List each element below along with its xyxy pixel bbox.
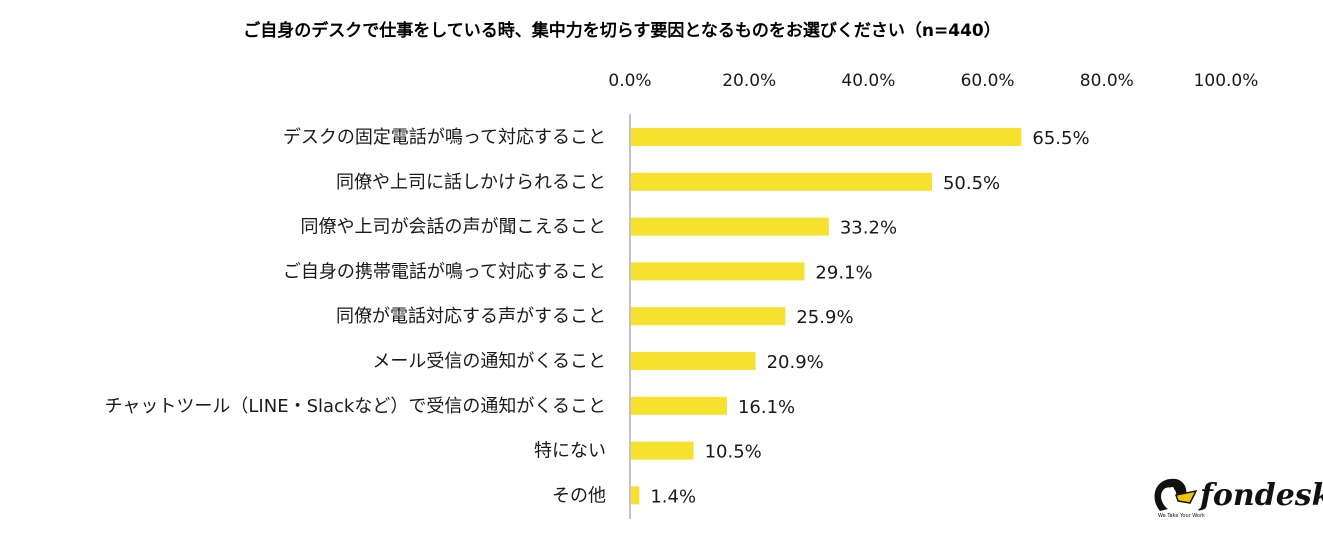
value-label: 33.2% — [840, 218, 897, 239]
category-label: 特にない — [534, 441, 606, 462]
bar — [631, 352, 756, 370]
category-label: 同僚が電話対応する声がすること — [336, 306, 606, 327]
logo-tagline: We Take Your Work — [1158, 513, 1205, 519]
x-tick-label: 0.0% — [608, 71, 651, 91]
category-label: 同僚や上司に話しかけられること — [336, 172, 606, 193]
value-label: 29.1% — [815, 262, 872, 283]
x-tick-label: 80.0% — [1080, 71, 1134, 91]
value-label: 20.9% — [767, 352, 824, 373]
bar — [631, 262, 805, 281]
fondesk-logo: fondesk We Take Your Work — [1154, 478, 1323, 519]
category-label: デスクの固定電話が鳴って対応すること — [283, 127, 606, 148]
chart-title: ご自身のデスクで仕事をしている時、集中力を切らす要因となるものをお選びください（… — [243, 20, 1000, 41]
value-label: 10.5% — [705, 442, 762, 463]
bar — [631, 172, 932, 191]
bar — [631, 128, 1022, 146]
x-axis-ticks: 0.0% 20.0% 40.0% 60.0% 80.0% 100.0% — [608, 71, 1258, 91]
x-tick-label: 100.0% — [1194, 71, 1259, 91]
bird-icon — [1154, 478, 1198, 511]
value-label: 1.4% — [650, 486, 696, 507]
category-label: メール受信の通知がくること — [372, 351, 606, 372]
bar — [631, 307, 786, 326]
category-label: その他 — [552, 485, 606, 506]
value-label: 65.5% — [1032, 128, 1089, 149]
value-label: 50.5% — [943, 173, 1000, 194]
logo-wordmark: fondesk — [1198, 478, 1323, 513]
value-label: 25.9% — [796, 307, 853, 328]
value-label: 16.1% — [738, 397, 795, 418]
x-tick-label: 40.0% — [841, 71, 895, 91]
bar — [631, 441, 694, 460]
bars: デスクの固定電話が鳴って対応すること 65.5% 同僚や上司に話しかけられること 50… — [105, 127, 1090, 507]
x-tick-label: 20.0% — [722, 71, 776, 91]
category-label: チャットツール（LINE・Slackなど）で受信の通知がくること — [105, 396, 606, 417]
category-label: ご自身の携帯電話が鳴って対応すること — [283, 261, 606, 282]
category-label: 同僚や上司が会話の声が聞こえること — [301, 217, 606, 238]
bar — [631, 396, 727, 415]
bar — [631, 217, 829, 236]
bar — [631, 486, 640, 505]
x-tick-label: 60.0% — [961, 71, 1015, 91]
